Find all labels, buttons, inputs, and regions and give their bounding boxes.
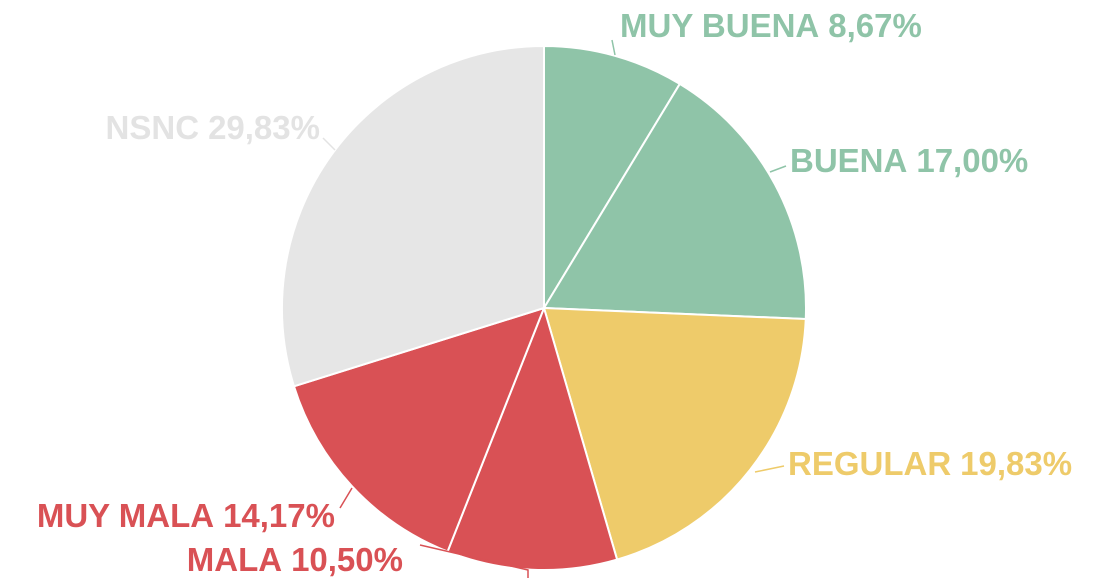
leader-line <box>754 465 785 473</box>
value-label: 10,50% <box>291 541 403 578</box>
leader-line <box>611 39 616 56</box>
slice-label: NSNC 29,83% <box>106 109 320 146</box>
leader-line <box>339 487 353 509</box>
leader-line <box>322 137 336 151</box>
leader-line <box>769 165 787 173</box>
category-label: NSNC <box>106 109 200 146</box>
value-label: 19,83% <box>960 445 1072 482</box>
value-label: 8,67% <box>828 7 922 44</box>
category-label: REGULAR <box>788 445 951 482</box>
pie-slice <box>542 306 807 561</box>
pie-slice <box>542 82 807 321</box>
category-label: BUENA <box>790 142 907 179</box>
category-label: MALA <box>187 541 282 578</box>
value-label: 14,17% <box>223 497 335 534</box>
value-label: 17,00% <box>916 142 1028 179</box>
category-label: MUY BUENA <box>620 7 819 44</box>
slice-label: BUENA 17,00% <box>790 142 1028 179</box>
pie-slice <box>543 44 682 312</box>
pie-slice <box>446 304 619 571</box>
pie-slice <box>292 306 546 553</box>
slice-label: MALA 10,50% <box>187 541 403 578</box>
leader-line <box>419 544 529 578</box>
slice-label: MUY BUENA 8,67% <box>620 7 922 44</box>
slice-label: REGULAR 19,83% <box>788 445 1072 482</box>
category-label: MUY MALA <box>37 497 214 534</box>
slice-label: MUY MALA 14,17% <box>37 497 335 534</box>
value-label: 29,83% <box>208 109 320 146</box>
pie-slice <box>281 44 545 388</box>
